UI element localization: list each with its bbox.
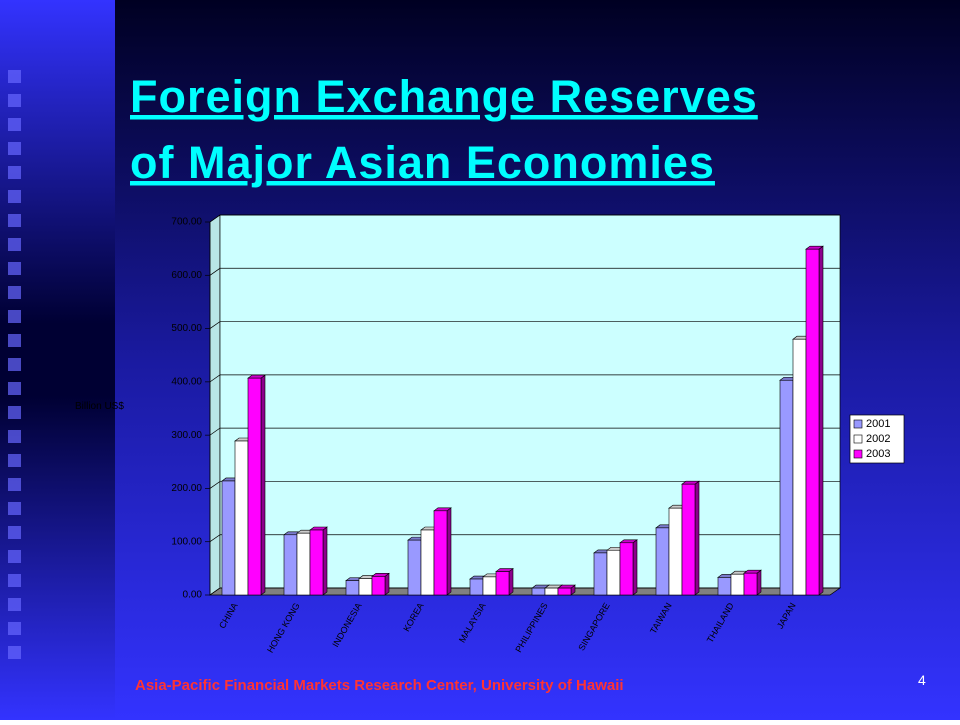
bar (792, 338, 807, 596)
title-line-2: of Major Asian Economies (130, 137, 715, 188)
decor-square (8, 70, 21, 83)
bar (655, 527, 670, 596)
bar-side (818, 245, 824, 596)
decor-square (8, 334, 21, 347)
decor-squares (8, 70, 21, 659)
bar (495, 571, 510, 596)
decor-square (8, 358, 21, 371)
bar (557, 587, 572, 596)
bar (234, 440, 249, 596)
grid-line (209, 267, 840, 276)
y-axis-label: Billion US$ (75, 401, 124, 412)
bar (730, 573, 745, 596)
bar (221, 480, 236, 596)
y-tick-label: 400.00 (171, 376, 202, 387)
decor-square (8, 166, 21, 179)
decor-square (8, 574, 21, 587)
decor-square (8, 286, 21, 299)
grid-line (209, 481, 840, 489)
bar (668, 507, 683, 596)
bar (805, 248, 820, 596)
back-wall (219, 214, 841, 589)
bar-side (322, 526, 328, 596)
bar (779, 379, 794, 596)
bar-side (384, 572, 390, 596)
decor-square (8, 478, 21, 491)
decor-square (8, 262, 21, 275)
decor-square (8, 550, 21, 563)
bar-side (756, 569, 762, 596)
bar (407, 539, 422, 596)
page-number: 4 (918, 672, 926, 688)
bar-side (446, 507, 452, 596)
bar (283, 534, 298, 596)
bar-side (260, 374, 266, 596)
decor-square (8, 382, 21, 395)
y-tick-label: 700.00 (171, 217, 202, 228)
bar (309, 529, 324, 596)
decor-square (8, 406, 21, 419)
decor-square (8, 190, 21, 203)
bar (358, 578, 373, 596)
bar-side (508, 567, 514, 596)
title-line-1: Foreign Exchange Reserves (130, 71, 758, 122)
y-tick-label: 600.00 (171, 270, 202, 281)
bar (717, 577, 732, 596)
decor-square (8, 214, 21, 227)
y-tick-label: 0.00 (183, 590, 203, 601)
bar (420, 529, 435, 596)
bar (345, 580, 360, 596)
bar (544, 587, 559, 596)
grid-line (209, 214, 840, 223)
y-tick-label: 300.00 (171, 430, 202, 441)
grid-line (209, 534, 840, 543)
decor-square (8, 142, 21, 155)
bar (606, 549, 621, 596)
bar (296, 532, 311, 596)
legend-label: 2003 (866, 448, 890, 460)
decor-square (8, 94, 21, 107)
grid-line (209, 427, 840, 436)
grid-line (209, 321, 840, 329)
y-tick-label: 500.00 (171, 323, 202, 334)
legend-swatch (853, 419, 863, 429)
decor-square (8, 598, 21, 611)
chart: 0.00 100.00 200.00 300.00 400.00 500.00 600.00… (171, 214, 905, 655)
footer: Asia-Pacific Financial Markets Research … (135, 677, 624, 694)
bar (371, 576, 386, 596)
legend-swatch (853, 449, 863, 459)
bar (469, 578, 484, 596)
bar (531, 587, 546, 596)
bar (619, 542, 634, 596)
y-tick-label: 200.00 (171, 483, 202, 494)
legend-label: 2001 (866, 418, 890, 430)
legend-label: 2002 (866, 433, 890, 445)
legend-swatch (853, 434, 863, 444)
decor-square (8, 238, 21, 251)
bar-side (694, 480, 700, 596)
decor-square (8, 310, 21, 323)
grid-line (209, 374, 840, 383)
bar (247, 377, 262, 596)
y-tick-label: 100.00 (171, 536, 202, 547)
decor-square (8, 526, 21, 539)
decor-square (8, 118, 21, 131)
bar (482, 576, 497, 596)
decor-square (8, 502, 21, 515)
bar (681, 483, 696, 596)
bar (433, 510, 448, 596)
bar (593, 552, 608, 596)
decor-square (8, 430, 21, 443)
bar-side (632, 539, 638, 596)
decor-square (8, 622, 21, 635)
bar (743, 572, 758, 596)
decor-square (8, 646, 21, 659)
decor-square (8, 454, 21, 467)
